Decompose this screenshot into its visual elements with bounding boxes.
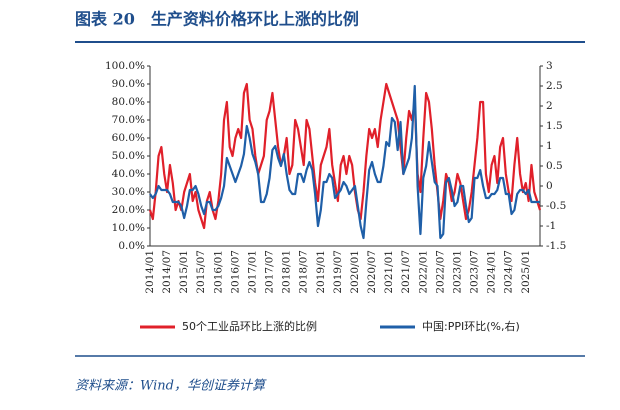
x-tick-label: 2021/07 bbox=[400, 250, 412, 294]
y-tick-label: 80.0% bbox=[112, 96, 145, 108]
x-tick-label: 2020/01 bbox=[349, 250, 361, 294]
x-tick-label: 2024/07 bbox=[503, 250, 515, 294]
y-tick-label: 30.0% bbox=[112, 186, 145, 198]
y2-tick-label: -1.5 bbox=[546, 240, 566, 252]
legend-label: 50个工业品环比上涨的比例 bbox=[182, 319, 317, 333]
y2-tick-label: 0 bbox=[546, 180, 553, 192]
x-tick-label: 2018/07 bbox=[298, 250, 310, 294]
y2-tick-label: -1 bbox=[546, 220, 556, 232]
y-tick-label: 90.0% bbox=[112, 78, 145, 90]
legend-label: 中国:PPI环比(%,右) bbox=[422, 319, 520, 333]
x-tick-label: 2023/07 bbox=[469, 250, 481, 294]
x-tick-label: 2021/01 bbox=[383, 250, 395, 294]
y2-tick-label: 2.5 bbox=[546, 80, 563, 92]
y2-tick-label: 0.5 bbox=[546, 160, 563, 172]
y2-tick-label: -0.5 bbox=[546, 200, 566, 212]
y-tick-label: 10.0% bbox=[112, 222, 145, 234]
y2-tick-label: 2 bbox=[546, 100, 553, 112]
x-tick-label: 2016/01 bbox=[212, 250, 224, 294]
x-tick-label: 2017/01 bbox=[246, 250, 258, 294]
x-tick-label: 2018/01 bbox=[281, 250, 293, 294]
y-tick-label: 60.0% bbox=[112, 132, 145, 144]
x-tick-label: 2022/07 bbox=[434, 250, 446, 294]
y-tick-label: 50.0% bbox=[112, 150, 145, 162]
x-tick-label: 2014/07 bbox=[161, 250, 173, 294]
y-tick-label: 0.0% bbox=[118, 240, 145, 252]
source: 资料来源：Wind，华创证券计算 bbox=[75, 379, 267, 394]
x-tick-label: 2016/07 bbox=[229, 250, 241, 294]
y-tick-label: 40.0% bbox=[112, 168, 145, 180]
y2-tick-label: 1.5 bbox=[546, 120, 563, 132]
y-tick-label: 100.0% bbox=[105, 60, 145, 72]
chart-title: 图表 20 生产资料价格环比上涨的比例 bbox=[75, 10, 359, 29]
x-tick-label: 2024/01 bbox=[486, 250, 498, 294]
y2-tick-label: 1 bbox=[546, 140, 553, 152]
series-line bbox=[149, 84, 540, 240]
y-tick-label: 70.0% bbox=[112, 114, 145, 126]
x-tick-label: 2022/01 bbox=[417, 250, 429, 294]
x-tick-label: 2019/07 bbox=[332, 250, 344, 294]
x-tick-label: 2019/01 bbox=[315, 250, 327, 294]
x-tick-label: 2015/01 bbox=[178, 250, 190, 294]
series-line bbox=[148, 82, 542, 230]
x-tick-label: 2023/01 bbox=[451, 250, 463, 294]
y-tick-label: 20.0% bbox=[112, 204, 145, 216]
x-tick-label: 2017/07 bbox=[264, 250, 276, 294]
x-tick-label: 2025/01 bbox=[520, 250, 532, 294]
x-tick-label: 2014/01 bbox=[144, 250, 156, 294]
x-tick-label: 2015/07 bbox=[195, 250, 207, 294]
x-tick-label: 2020/07 bbox=[366, 250, 378, 294]
y2-tick-label: 3 bbox=[546, 60, 553, 72]
